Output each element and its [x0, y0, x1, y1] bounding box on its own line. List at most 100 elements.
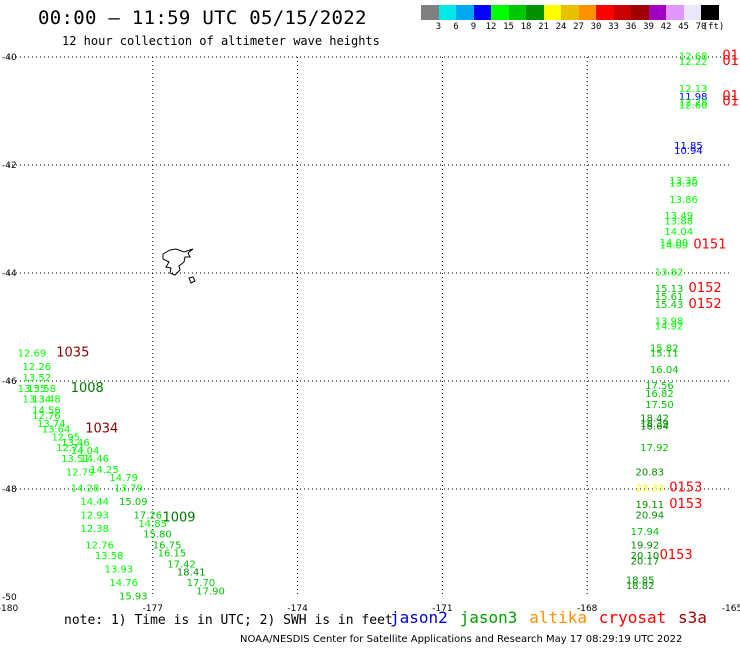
legend-label: 39 — [643, 22, 654, 32]
wave-height-value: 12.26 — [22, 362, 51, 373]
wave-height-value: 15.82 — [650, 343, 679, 354]
wave-height-value: 15.09 — [119, 497, 148, 508]
wave-height-value: 15.11 — [650, 349, 679, 360]
legend-swatch — [666, 5, 684, 20]
lat-tick-label: -46 — [2, 377, 17, 387]
legend-label: 6 — [453, 22, 459, 32]
wave-height-value: 14.46 — [80, 454, 109, 465]
wave-height-value: 13.98 — [655, 316, 684, 327]
legend-swatch — [438, 5, 456, 20]
lon-tick-label: -174 — [287, 604, 308, 614]
wave-height-value: 15.13 — [655, 284, 684, 295]
wave-height-value: 14.04 — [664, 227, 693, 238]
wave-height-value: 12.22 — [679, 57, 708, 68]
wave-height-value: 14.04 — [71, 446, 100, 457]
lat-tick-label: -48 — [2, 485, 17, 495]
wave-height-value: 14.28 — [71, 484, 100, 495]
legend-swatch — [631, 5, 649, 20]
wave-height-value: 12.71 — [56, 443, 85, 454]
wave-height-value: 13.64 — [42, 424, 71, 435]
wave-height-value: 13.58 — [95, 551, 124, 562]
wave-height-value: 13.46 — [61, 438, 90, 449]
legend-swatch — [578, 5, 596, 20]
wave-height-value: 13.58 — [27, 384, 56, 395]
island-outline — [162, 248, 196, 284]
wave-height-value: 14.56 — [32, 405, 61, 416]
wave-height-value: 13.52 — [22, 373, 51, 384]
wave-height-value: 13.86 — [669, 195, 698, 206]
wave-height-value: 13.82 — [655, 268, 684, 279]
wave-height-value: 20.17 — [631, 557, 660, 568]
legend-swatch — [683, 5, 701, 20]
lon-tick-label: -165 — [722, 604, 740, 614]
wave-height-value: 14.79 — [109, 473, 138, 484]
page-subtitle: 12 hour collection of altimeter wave hei… — [62, 34, 380, 48]
legend-label: 27 — [573, 22, 584, 32]
lon-tick-label: -180 — [0, 604, 18, 614]
legend-label: 36 — [625, 22, 637, 32]
wave-height-readings: 12.6912.2613.5213.5513.5813.3413.4814.56… — [18, 52, 708, 603]
wave-height-value: 12.76 — [32, 411, 61, 422]
wave-height-value: 12.68 — [679, 52, 708, 63]
legend-swatch — [613, 5, 631, 20]
legend-swatch — [701, 5, 719, 20]
legend-label: 42 — [660, 22, 672, 32]
wave-height-value: 12.60 — [679, 100, 708, 111]
legend-label: 18 — [520, 22, 532, 32]
wave-height-value: 12.28 — [679, 98, 708, 109]
legend-swatch — [596, 5, 614, 20]
wave-height-value: 10.94 — [674, 146, 703, 157]
wave-height-value: 11.98 — [679, 92, 708, 103]
legend-label: (ft) — [702, 22, 725, 32]
satellite-name: altika — [529, 608, 587, 627]
wave-height-value: 18.39 — [640, 419, 669, 430]
track-time-label: 015 — [722, 49, 740, 64]
wave-height-value: 13.35 — [669, 176, 698, 187]
wave-height-value: 15.43 — [655, 300, 684, 311]
lat-tick-label: -42 — [2, 161, 17, 171]
wave-height-value: 17.42 — [167, 559, 196, 570]
wave-height-value: 14.92 — [655, 322, 684, 333]
legend-label: 30 — [590, 22, 602, 32]
track-time-label: 0152 — [689, 297, 722, 312]
wave-height-value: 17.26 — [133, 511, 162, 522]
legend-swatch — [491, 5, 509, 20]
track-labels: 0150150151015101510152015201530153015310… — [56, 49, 740, 564]
wave-height-value: 14.09 — [660, 241, 689, 252]
track-time-label: 0152 — [689, 281, 722, 296]
wave-height-value: 13.30 — [669, 179, 698, 190]
wave-height-value: 12.79 — [66, 468, 95, 479]
wave-height-value: 12.76 — [85, 540, 114, 551]
axis-tick-labels: -180 -177 -174 -171 -168 -165 -40 -42 -44 -46 -48 -… — [0, 53, 740, 614]
wave-height-value: 14.76 — [109, 578, 138, 589]
track-time-label: 0151 — [722, 95, 740, 110]
legend-label: 15 — [503, 22, 514, 32]
wave-height-value: 20.10 — [631, 551, 660, 562]
lat-tick-label: -50 — [2, 593, 17, 603]
wave-height-value: 13.49 — [664, 211, 693, 222]
legend-swatch — [508, 5, 526, 20]
page-title: 00:00 – 11:59 UTC 05/15/2022 — [38, 7, 367, 29]
satellite-name: jason2 — [390, 608, 448, 627]
wave-height-value: 15.93 — [119, 592, 148, 603]
lat-lon-grid — [8, 56, 732, 597]
wave-height-value: 18.64 — [640, 422, 669, 433]
track-time-label: 015 — [722, 54, 740, 69]
legend-label: 70 — [695, 22, 707, 32]
wave-height-value: 14.44 — [80, 497, 109, 508]
track-time-label: 0151 — [722, 89, 740, 104]
wave-height-value: 12.38 — [80, 524, 109, 535]
footer-note: note: 1) Time is in UTC; 2) SWH is in fe… — [64, 613, 393, 628]
wave-height-value: 17.50 — [645, 400, 674, 411]
credit-line: NOAA/NESDIS Center for Satellite Applica… — [240, 634, 683, 645]
wave-height-value: 13.34 — [22, 395, 51, 406]
track-time-label: 0153 — [660, 548, 693, 563]
track-time-label: 1009 — [162, 510, 195, 525]
wave-height-value: 17.90 — [196, 586, 225, 597]
wave-height-value: 12.93 — [80, 511, 109, 522]
wave-height-value: 15.80 — [143, 530, 172, 541]
track-time-label: 0153 — [669, 481, 702, 496]
track-time-label: 0151 — [693, 238, 726, 253]
legend-swatch — [526, 5, 544, 20]
